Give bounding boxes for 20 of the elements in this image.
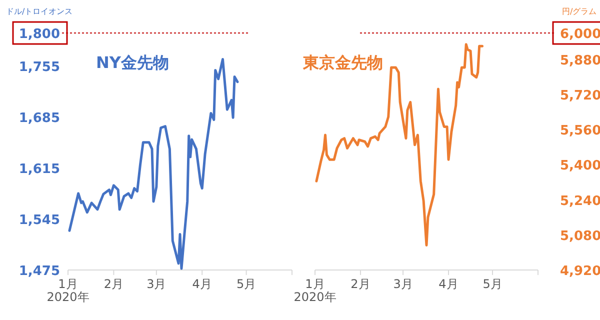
y-tick-label: 1,755 bbox=[18, 60, 60, 75]
x-tick-label: 4月 bbox=[438, 277, 458, 291]
x-tick-label: 2月 bbox=[350, 277, 370, 291]
x-tick-label: 1月 2020年 bbox=[294, 277, 336, 304]
y-tick-label: 1,685 bbox=[18, 110, 60, 126]
y-tick-label: 1,475 bbox=[18, 264, 60, 279]
x-tick-label: 1月 2020年 bbox=[46, 277, 90, 304]
x-tick-label: 3月 bbox=[146, 277, 166, 291]
x-tick-label: 2月 bbox=[104, 277, 124, 291]
y2-axis-title: 円/グラム bbox=[562, 7, 597, 16]
y-tick-label: 1,800 bbox=[18, 27, 60, 42]
x-tick-label: 5月 bbox=[482, 277, 502, 291]
x-tick-label: 4月 bbox=[192, 277, 212, 291]
y-axis-title: ドル/トロイオンス bbox=[6, 7, 73, 16]
text: NY金先物 bbox=[96, 53, 169, 72]
y-tick-label: 1,545 bbox=[18, 212, 60, 228]
y-tick-label: 1,615 bbox=[18, 162, 60, 177]
text: 東京金先物 bbox=[302, 53, 383, 72]
x-tick-label: 3月 bbox=[393, 277, 413, 291]
x-tick-label: 5月 bbox=[236, 277, 256, 291]
